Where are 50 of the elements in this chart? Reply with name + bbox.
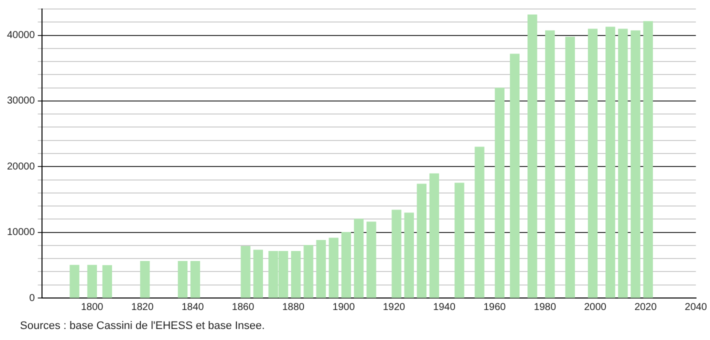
bar: [354, 218, 364, 298]
bar: [545, 30, 555, 298]
x-tick-label: 1940: [433, 302, 456, 313]
bar: [618, 28, 628, 298]
y-tick-label: 40000: [6, 30, 36, 42]
bar: [102, 265, 112, 298]
bar: [588, 28, 598, 298]
source-note: Sources : base Cassini de l'EHESS et base Insee.: [20, 320, 265, 332]
bar: [304, 244, 314, 298]
bar: [316, 240, 326, 298]
x-tick-label: 1820: [131, 302, 154, 313]
bar: [291, 251, 301, 298]
bar: [341, 232, 352, 298]
x-tick-label: 2040: [684, 302, 708, 313]
bar: [87, 264, 97, 298]
bar: [70, 264, 80, 298]
y-tick-label: 0: [29, 292, 36, 304]
bar: [328, 238, 338, 298]
bar: [510, 54, 520, 298]
bar: [494, 88, 504, 298]
x-tick-label: 1840: [182, 302, 204, 313]
bar: [404, 212, 414, 298]
x-tick-label: 1860: [232, 302, 255, 313]
bar: [643, 21, 653, 298]
bar: [366, 222, 376, 298]
bar: [140, 261, 150, 298]
y-tick-label: 10000: [6, 227, 36, 238]
bar: [528, 14, 538, 298]
bar: [416, 184, 426, 298]
bar: [429, 173, 440, 298]
x-tick-label: 1880: [282, 302, 305, 313]
bar: [474, 146, 484, 298]
bar: [190, 261, 200, 298]
x-tick-label: 1900: [332, 302, 356, 313]
bar: [630, 30, 640, 298]
bar: [392, 210, 402, 298]
bar: [565, 36, 575, 298]
y-tick-label: 20000: [6, 161, 36, 172]
x-tick-label: 1920: [382, 302, 406, 313]
bar: [178, 261, 188, 298]
x-tick-label: 1960: [484, 302, 506, 313]
x-tick-label: 2000: [584, 302, 607, 313]
x-tick-label: 1800: [80, 302, 104, 313]
bar: [253, 250, 263, 298]
x-tick-label: 1980: [534, 302, 556, 313]
y-tick-label: 30000: [6, 96, 36, 107]
x-tick-label: 2020: [634, 302, 658, 313]
bar: [240, 246, 250, 298]
bar: [454, 182, 464, 298]
bar: [606, 26, 616, 298]
